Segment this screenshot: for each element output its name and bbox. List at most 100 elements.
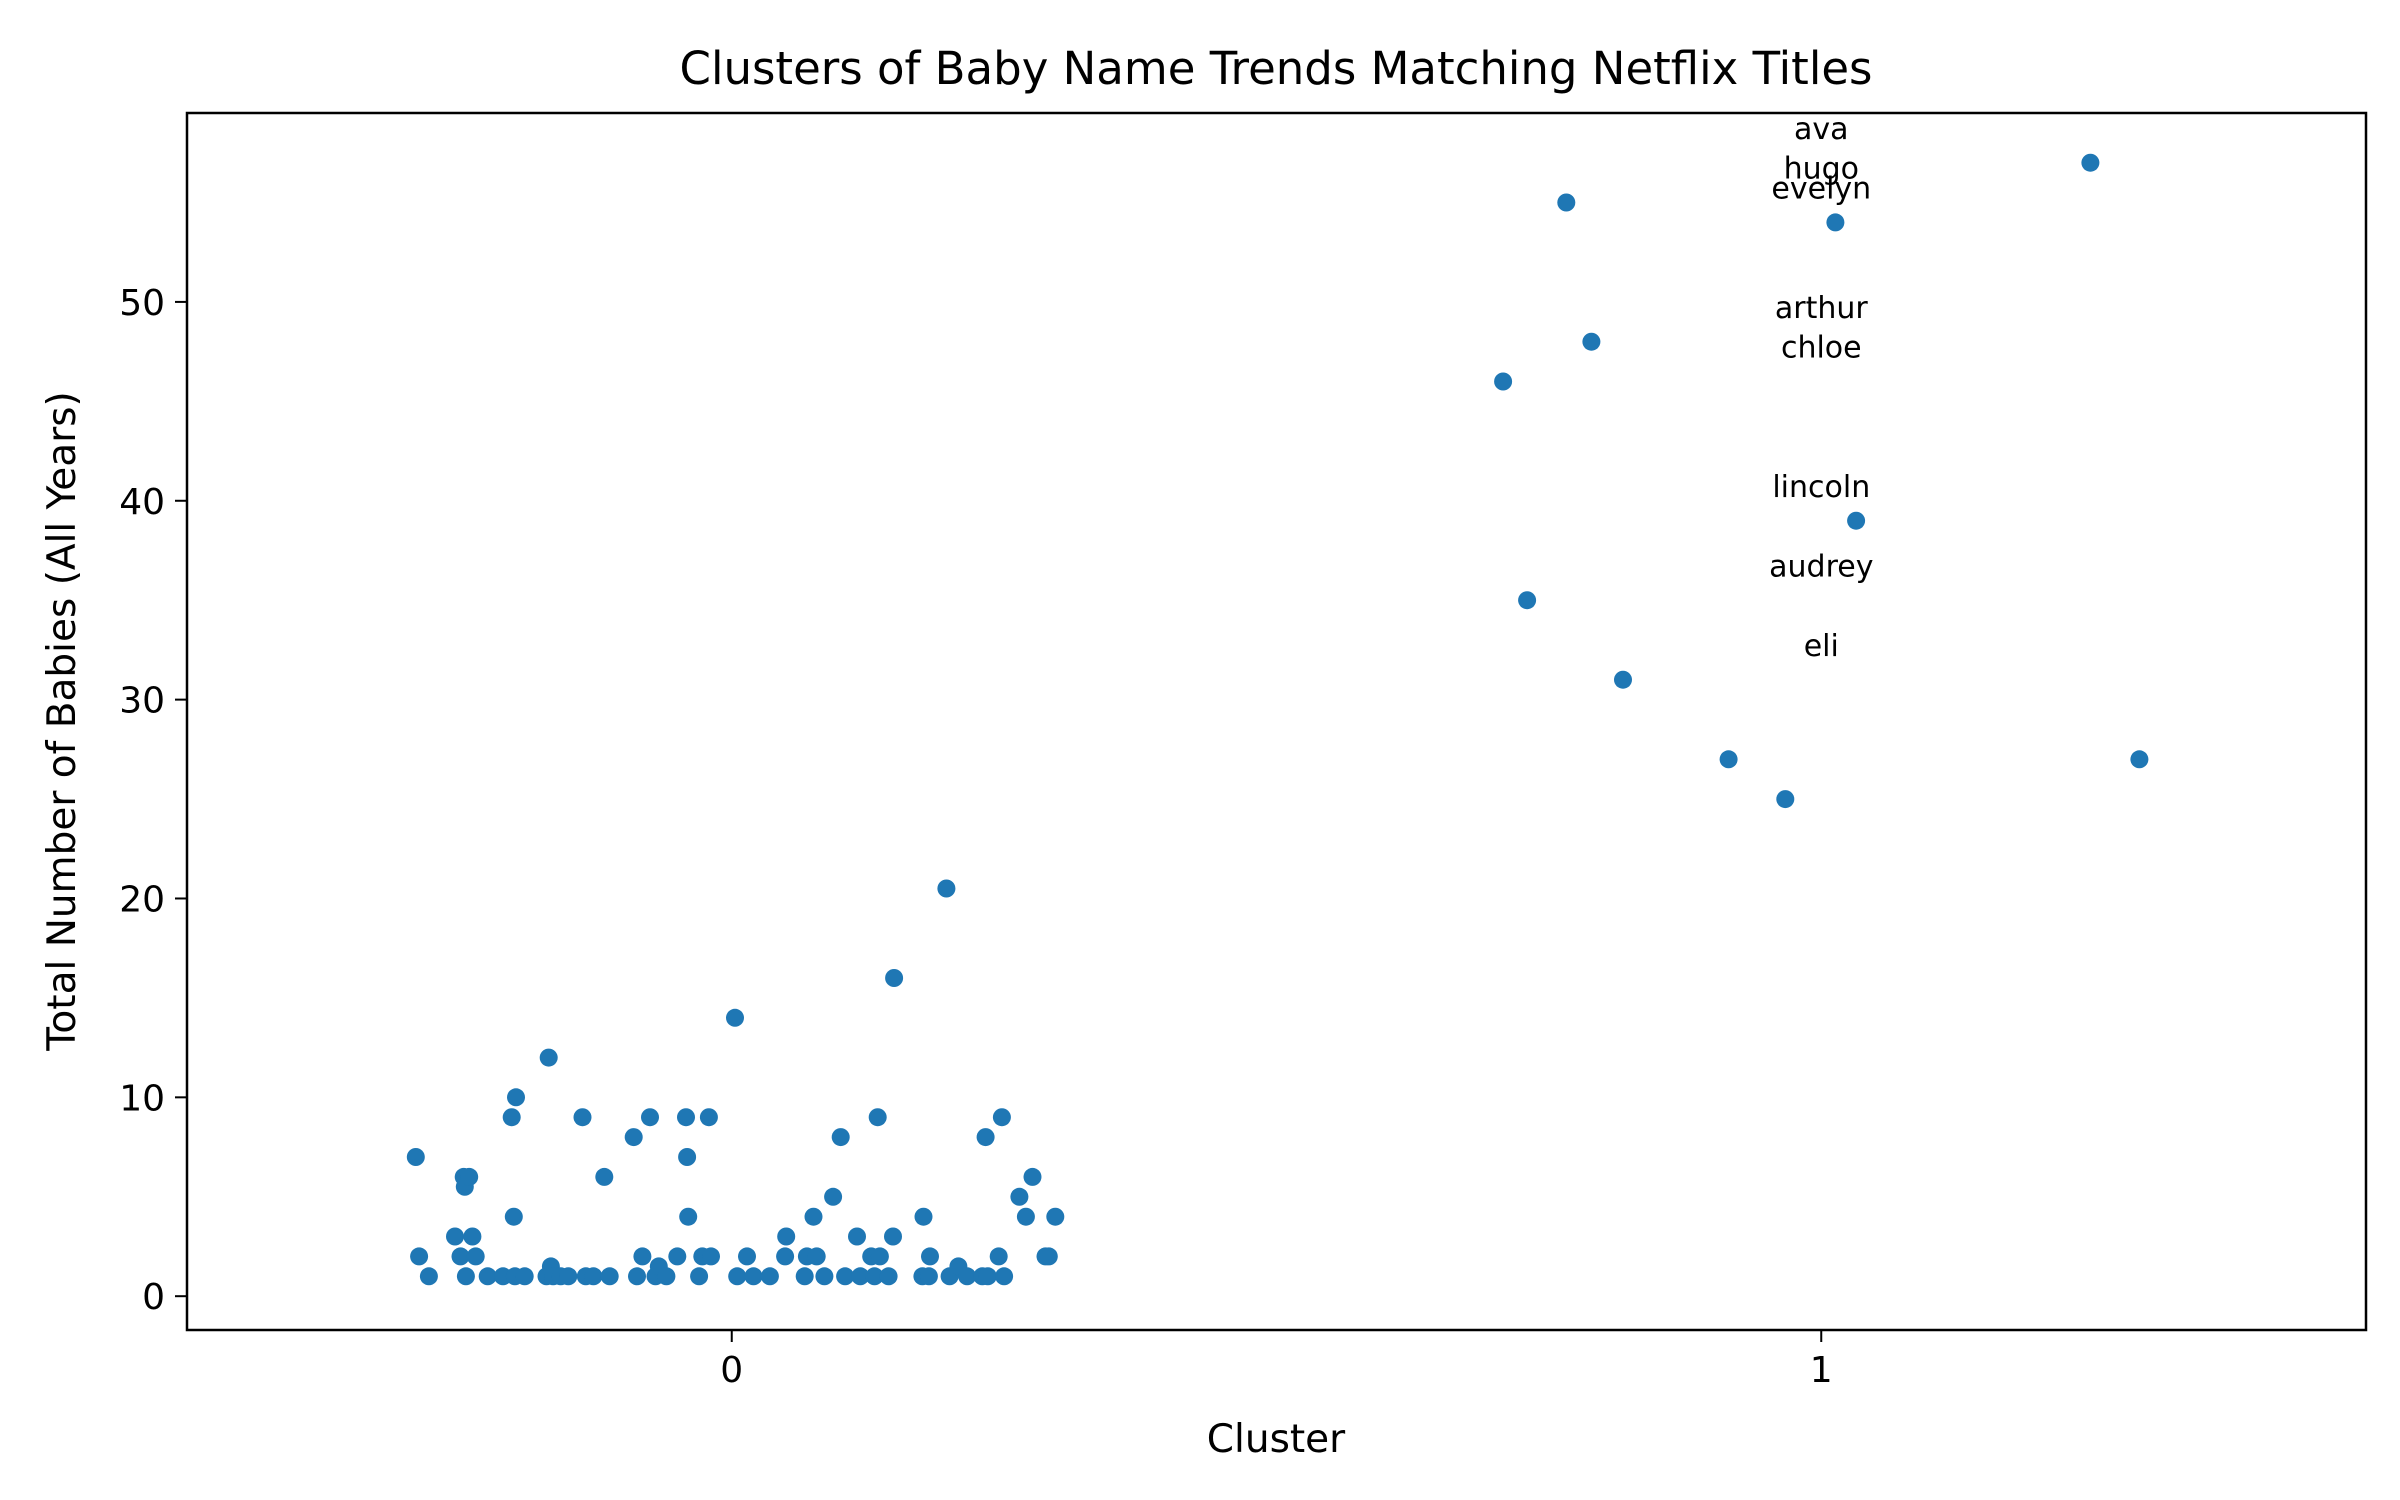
data-point bbox=[728, 1267, 747, 1286]
data-point bbox=[690, 1267, 709, 1286]
x-tick-label: 0 bbox=[720, 1350, 743, 1391]
data-point bbox=[976, 1128, 995, 1147]
data-point bbox=[624, 1128, 643, 1147]
x-tick-label: 1 bbox=[1810, 1350, 1833, 1391]
annotation-label: arthur bbox=[1775, 291, 1869, 326]
data-point bbox=[958, 1267, 977, 1286]
data-point bbox=[628, 1267, 646, 1286]
data-point bbox=[678, 1148, 697, 1166]
data-point bbox=[1719, 750, 1738, 769]
data-point bbox=[989, 1247, 1008, 1266]
data-point bbox=[507, 1088, 525, 1107]
data-point bbox=[1557, 193, 1576, 212]
data-point bbox=[995, 1267, 1014, 1286]
plot-frame bbox=[185, 111, 2368, 1332]
data-point bbox=[515, 1267, 534, 1286]
data-point bbox=[815, 1267, 834, 1286]
data-point bbox=[641, 1108, 659, 1127]
data-point bbox=[406, 1148, 425, 1166]
data-point bbox=[1614, 670, 1632, 689]
data-point bbox=[760, 1267, 779, 1286]
data-point bbox=[419, 1267, 438, 1286]
data-point bbox=[978, 1267, 997, 1286]
data-point bbox=[679, 1207, 698, 1226]
data-point bbox=[1776, 790, 1795, 809]
data-point bbox=[1010, 1187, 1029, 1206]
data-point bbox=[1826, 213, 1845, 232]
data-point bbox=[1016, 1207, 1035, 1226]
data-point bbox=[824, 1187, 843, 1206]
data-point bbox=[795, 1267, 814, 1286]
data-point bbox=[504, 1207, 523, 1226]
data-point bbox=[992, 1108, 1011, 1127]
data-point bbox=[744, 1267, 763, 1286]
data-point bbox=[831, 1128, 850, 1147]
data-point bbox=[595, 1167, 614, 1186]
data-point bbox=[884, 1227, 902, 1246]
annotation-label: ava bbox=[1794, 112, 1849, 147]
y-tick-label: 50 bbox=[119, 283, 165, 324]
data-point bbox=[777, 1227, 796, 1246]
data-point bbox=[1494, 372, 1513, 391]
data-point bbox=[919, 1267, 938, 1286]
data-point bbox=[865, 1267, 884, 1286]
data-point bbox=[559, 1267, 578, 1286]
data-point bbox=[677, 1108, 695, 1127]
y-tick-label: 0 bbox=[142, 1277, 165, 1318]
data-point bbox=[879, 1267, 898, 1286]
annotation-label: evelyn bbox=[1771, 172, 1871, 207]
y-axis: 0 10 20 30 40 50 bbox=[119, 283, 187, 1318]
annotation-label: audrey bbox=[1769, 549, 1873, 584]
data-point bbox=[451, 1247, 470, 1266]
y-axis-label: Total Number of Babies (All Years) bbox=[40, 391, 85, 1052]
data-point bbox=[836, 1267, 855, 1286]
data-point bbox=[456, 1267, 475, 1286]
data-point bbox=[633, 1247, 652, 1266]
data-point bbox=[584, 1267, 603, 1286]
data-point bbox=[804, 1207, 823, 1226]
data-point bbox=[914, 1207, 933, 1226]
data-point bbox=[668, 1247, 687, 1266]
x-axis-label: Cluster bbox=[1207, 1417, 1346, 1462]
data-point bbox=[410, 1247, 429, 1266]
data-point bbox=[726, 1008, 744, 1027]
data-point bbox=[702, 1247, 720, 1266]
data-point bbox=[502, 1108, 521, 1127]
plot-area bbox=[406, 153, 2149, 1286]
data-point bbox=[851, 1267, 870, 1286]
data-point bbox=[657, 1267, 676, 1286]
data-point bbox=[1847, 511, 1866, 530]
data-point bbox=[776, 1247, 795, 1266]
data-point bbox=[1582, 332, 1601, 351]
data-point bbox=[848, 1227, 866, 1246]
data-point bbox=[921, 1247, 939, 1266]
y-tick-label: 20 bbox=[119, 879, 165, 920]
annotation-label: eli bbox=[1804, 629, 1839, 664]
data-point bbox=[807, 1247, 826, 1266]
data-point bbox=[1518, 591, 1537, 610]
data-point bbox=[460, 1167, 479, 1186]
data-point bbox=[573, 1108, 592, 1127]
data-point bbox=[466, 1247, 485, 1266]
data-point bbox=[2081, 153, 2100, 172]
data-point bbox=[937, 879, 956, 898]
data-point bbox=[1046, 1207, 1065, 1226]
y-tick-label: 30 bbox=[119, 681, 165, 722]
data-point bbox=[446, 1227, 464, 1246]
annotation-label: chloe bbox=[1781, 331, 1862, 366]
data-point bbox=[868, 1108, 887, 1127]
data-point bbox=[1039, 1247, 1058, 1266]
data-point bbox=[463, 1227, 482, 1246]
data-point bbox=[478, 1267, 497, 1286]
data-point bbox=[738, 1247, 756, 1266]
data-point bbox=[870, 1247, 889, 1266]
data-point bbox=[1023, 1167, 1042, 1186]
chart-title: Clusters of Baby Name Trends Matching Ne… bbox=[680, 42, 1873, 95]
annotation-label: lincoln bbox=[1772, 470, 1870, 505]
data-point bbox=[600, 1267, 619, 1286]
data-point bbox=[885, 969, 904, 987]
data-point bbox=[699, 1108, 718, 1127]
